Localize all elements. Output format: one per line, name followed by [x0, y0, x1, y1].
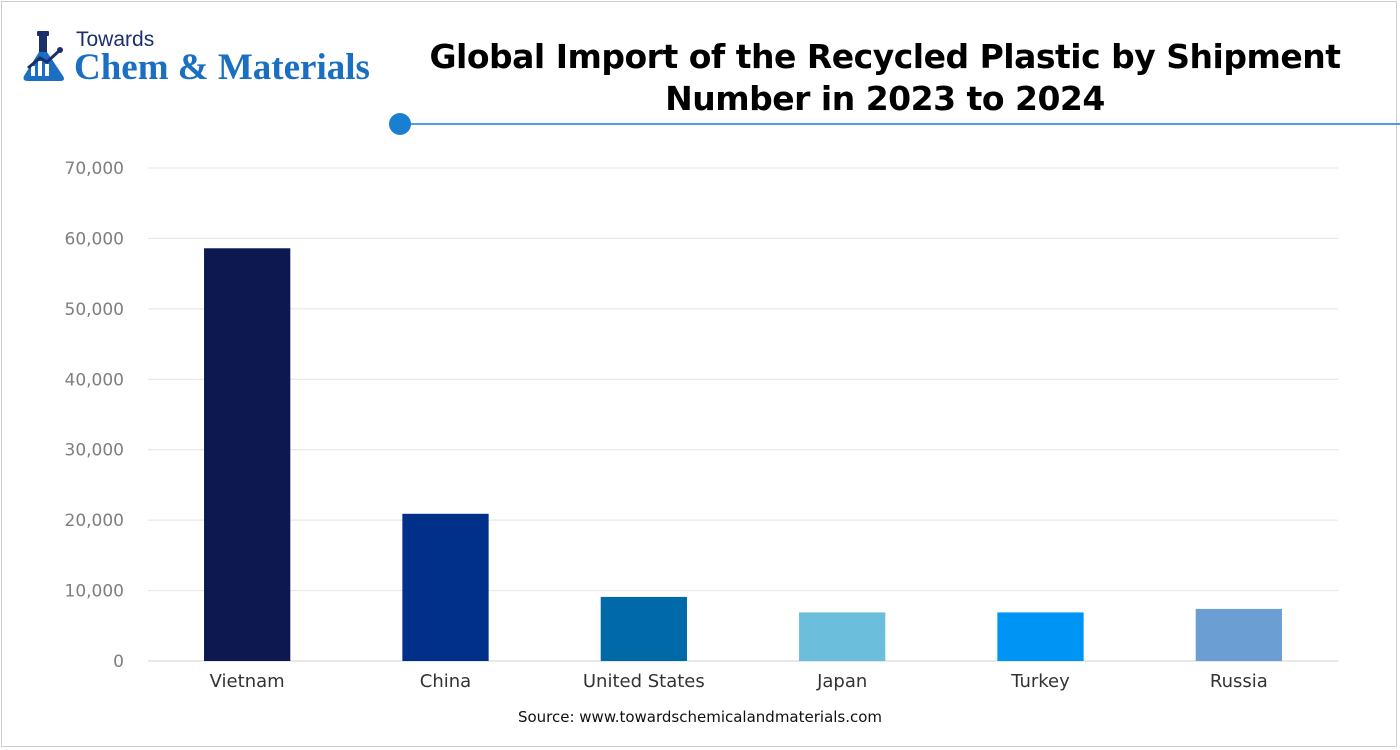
bar	[600, 596, 687, 661]
chart-title: Global Import of the Recycled Plastic by…	[429, 37, 1341, 118]
x-tick-label: Turkey	[1010, 671, 1070, 692]
y-tick-label: 50,000	[65, 300, 124, 320]
bar	[1195, 608, 1282, 661]
source-note: Source: www.towardschemicalandmaterials.…	[517, 708, 883, 726]
bar	[997, 612, 1084, 661]
flask-chart-icon	[23, 31, 64, 81]
y-tick-label: 20,000	[65, 511, 124, 531]
y-tick-label: 40,000	[65, 370, 124, 390]
logo-line-1: Towards	[76, 28, 155, 51]
x-tick-label: Japan	[816, 671, 867, 692]
y-tick-label: 10,000	[65, 582, 124, 602]
brand-logo: Towards Chem & Materials	[20, 28, 400, 88]
y-tick-label: 30,000	[65, 441, 124, 461]
bar	[204, 248, 291, 661]
bar	[402, 513, 489, 661]
y-tick-label: 60,000	[65, 229, 124, 249]
bar	[799, 612, 886, 661]
x-tick-label: China	[420, 671, 471, 692]
y-tick-label: 0	[113, 652, 124, 672]
x-tick-label: Vietnam	[210, 671, 285, 692]
y-tick-label: 70,000	[65, 159, 124, 179]
x-tick-label: United States	[583, 671, 705, 692]
x-tick-label: Russia	[1210, 671, 1268, 692]
title-divider	[389, 113, 1400, 135]
logo-line-2: Chem & Materials	[74, 47, 370, 88]
